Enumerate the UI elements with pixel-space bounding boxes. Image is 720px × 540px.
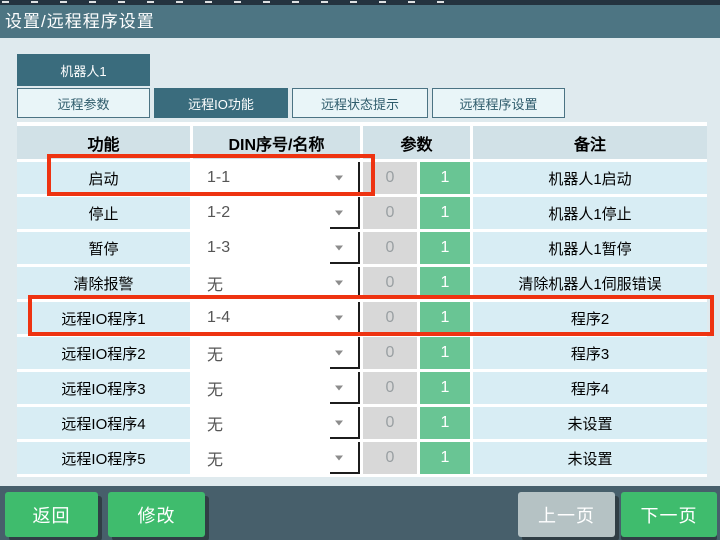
remark-cell: 未设置 — [473, 407, 707, 439]
prev-page-button[interactable]: 上一页 — [518, 492, 615, 537]
remark-cell: 机器人1暂停 — [473, 232, 707, 264]
function-cell: 远程IO程序2 — [17, 337, 190, 369]
param-0-cell[interactable]: 0 — [363, 162, 417, 194]
back-button[interactable]: 返回 — [5, 492, 98, 537]
din-dropdown[interactable]: 1-4 — [193, 302, 360, 334]
footer-bar: 返回 修改 上一页 下一页 — [0, 486, 720, 540]
din-dropdown[interactable]: 无 — [193, 407, 360, 439]
param-1-cell[interactable]: 1 — [420, 302, 470, 334]
robot-tab-label: 机器人1 — [60, 63, 107, 79]
din-value: 1-1 — [207, 169, 231, 186]
param-1-cell[interactable]: 1 — [420, 407, 470, 439]
table-row: 暂停 1-3 0 1 机器人1暂停 — [17, 232, 707, 264]
tab-label: 远程IO功能 — [188, 96, 254, 112]
chevron-down-icon — [335, 420, 343, 426]
chevron-down-icon — [335, 280, 343, 286]
remark-cell: 机器人1启动 — [473, 162, 707, 194]
function-cell: 暂停 — [17, 232, 190, 264]
table-row: 停止 1-2 0 1 机器人1停止 — [17, 197, 707, 229]
function-cell: 停止 — [17, 197, 190, 229]
din-value: 无 — [207, 452, 224, 469]
param-1-cell[interactable]: 1 — [420, 197, 470, 229]
din-dropdown[interactable]: 1-3 — [193, 232, 360, 264]
din-value: 无 — [207, 277, 224, 294]
table-row: 启动 1-1 0 1 机器人1启动 — [17, 162, 707, 194]
tab-remote-params[interactable]: 远程参数 — [17, 88, 150, 118]
chevron-down-icon — [335, 210, 343, 216]
function-cell: 远程IO程序5 — [17, 442, 190, 474]
param-0-cell[interactable]: 0 — [363, 232, 417, 264]
modify-button[interactable]: 修改 — [108, 492, 205, 537]
function-cell: 清除报警 — [17, 267, 190, 299]
din-value: 无 — [207, 417, 224, 434]
din-value: 1-3 — [207, 239, 231, 256]
remark-cell: 程序2 — [473, 302, 707, 334]
remark-cell: 清除机器人1伺服错误 — [473, 267, 707, 299]
din-dropdown[interactable]: 无 — [193, 372, 360, 404]
param-1-cell[interactable]: 1 — [420, 267, 470, 299]
param-0-cell[interactable]: 0 — [363, 337, 417, 369]
header-function: 功能 — [17, 126, 190, 159]
chevron-down-icon — [335, 455, 343, 461]
din-value: 无 — [207, 347, 224, 364]
table-row: 远程IO程序1 1-4 0 1 程序2 — [17, 302, 707, 334]
remark-cell: 未设置 — [473, 442, 707, 474]
function-cell: 远程IO程序4 — [17, 407, 190, 439]
param-1-cell[interactable]: 1 — [420, 162, 470, 194]
page-title: 设置/远程程序设置 — [5, 12, 155, 31]
table-row: 远程IO程序2 无 0 1 程序3 — [17, 337, 707, 369]
io-function-table: 功能 DIN序号/名称 参数 备注 启动 1-1 0 1 机器人1启动 停止 1… — [17, 122, 707, 477]
din-dropdown[interactable]: 1-2 — [193, 197, 360, 229]
din-value: 1-4 — [207, 309, 231, 326]
table-row: 清除报警 无 0 1 清除机器人1伺服错误 — [17, 267, 707, 299]
param-0-cell[interactable]: 0 — [363, 302, 417, 334]
title-bar: 设置/远程程序设置 — [0, 5, 720, 38]
tab-label: 远程程序设置 — [459, 96, 538, 112]
remark-cell: 程序4 — [473, 372, 707, 404]
chevron-down-icon — [335, 245, 343, 251]
param-0-cell[interactable]: 0 — [363, 372, 417, 404]
param-1-cell[interactable]: 1 — [420, 337, 470, 369]
header-param: 参数 — [363, 126, 470, 159]
header-din: DIN序号/名称 — [193, 126, 360, 159]
tab-remote-io-function[interactable]: 远程IO功能 — [154, 88, 288, 118]
table-row: 远程IO程序3 无 0 1 程序4 — [17, 372, 707, 404]
din-dropdown[interactable]: 1-1 — [193, 162, 360, 194]
remark-cell: 程序3 — [473, 337, 707, 369]
next-page-button[interactable]: 下一页 — [621, 492, 717, 537]
param-1-cell[interactable]: 1 — [420, 232, 470, 264]
table-row: 远程IO程序5 无 0 1 未设置 — [17, 442, 707, 474]
param-0-cell[interactable]: 0 — [363, 267, 417, 299]
table-header: 功能 DIN序号/名称 参数 备注 — [17, 122, 707, 159]
tab-label: 远程参数 — [57, 96, 110, 112]
chevron-down-icon — [335, 385, 343, 391]
param-0-cell[interactable]: 0 — [363, 407, 417, 439]
din-dropdown[interactable]: 无 — [193, 337, 360, 369]
din-dropdown[interactable]: 无 — [193, 267, 360, 299]
tab-remote-program-settings[interactable]: 远程程序设置 — [432, 88, 565, 118]
tab-remote-status-hint[interactable]: 远程状态提示 — [292, 88, 428, 118]
top-strip — [0, 0, 720, 5]
function-cell: 远程IO程序3 — [17, 372, 190, 404]
header-remark: 备注 — [473, 126, 707, 159]
table-row: 远程IO程序4 无 0 1 未设置 — [17, 407, 707, 439]
table-body: 启动 1-1 0 1 机器人1启动 停止 1-2 0 1 机器人1停止 暂停 1… — [17, 162, 707, 474]
param-1-cell[interactable]: 1 — [420, 372, 470, 404]
din-dropdown[interactable]: 无 — [193, 442, 360, 474]
din-value: 1-2 — [207, 204, 231, 221]
tab-label: 远程状态提示 — [320, 96, 399, 112]
param-0-cell[interactable]: 0 — [363, 197, 417, 229]
chevron-down-icon — [335, 350, 343, 356]
function-cell: 启动 — [17, 162, 190, 194]
tab-row: 远程参数 远程IO功能 远程状态提示 远程程序设置 — [17, 88, 720, 118]
chevron-down-icon — [335, 315, 343, 321]
function-cell: 远程IO程序1 — [17, 302, 190, 334]
din-value: 无 — [207, 382, 224, 399]
param-0-cell[interactable]: 0 — [363, 442, 417, 474]
param-1-cell[interactable]: 1 — [420, 442, 470, 474]
tab-robot-1[interactable]: 机器人1 — [17, 54, 150, 86]
chevron-down-icon — [335, 175, 343, 181]
remark-cell: 机器人1停止 — [473, 197, 707, 229]
